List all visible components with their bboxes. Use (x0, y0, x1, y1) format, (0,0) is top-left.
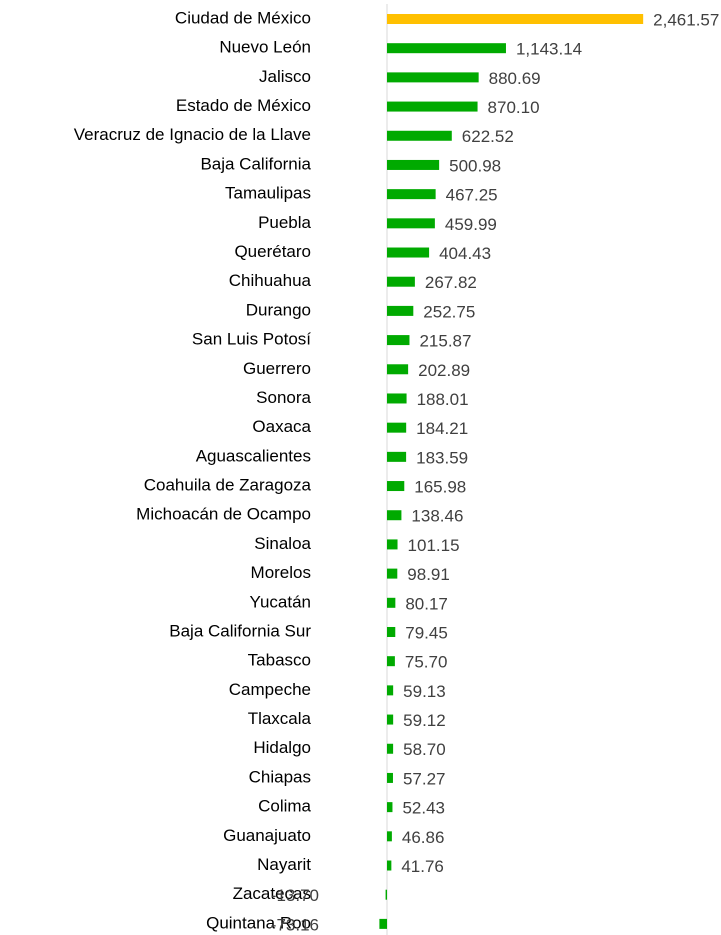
bar (387, 831, 392, 842)
bar (387, 451, 407, 462)
category-label: Chihuahua (229, 271, 312, 290)
bar (385, 889, 388, 900)
value-label: 202.89 (418, 361, 470, 380)
category-label: Jalisco (259, 67, 311, 86)
category-label: Querétaro (234, 242, 311, 261)
value-label: 404.43 (439, 244, 491, 263)
category-label: Oaxaca (252, 417, 311, 436)
bar (387, 626, 396, 637)
category-label: Chiapas (249, 767, 311, 786)
value-label: 184.21 (416, 419, 468, 438)
category-label: Durango (246, 300, 311, 319)
category-label: Puebla (258, 213, 311, 232)
bar (387, 72, 479, 83)
category-label: Nayarit (257, 855, 311, 874)
category-label: Morelos (251, 563, 311, 582)
category-label: San Luis Potosí (192, 330, 311, 349)
bar (387, 772, 393, 783)
category-label: Sonora (256, 388, 311, 407)
category-label: Aguascalientes (196, 446, 311, 465)
bar (387, 14, 644, 24)
value-label: 870.10 (488, 98, 540, 117)
bar (379, 918, 388, 929)
bar (387, 422, 407, 433)
bar (387, 597, 396, 608)
bar (387, 305, 414, 316)
category-label: Sinaloa (254, 534, 311, 553)
category-label: Guerrero (243, 359, 311, 378)
value-label: -13.70 (271, 886, 319, 905)
value-label: -73.16 (271, 915, 319, 934)
bar (387, 130, 452, 141)
value-label: 252.75 (423, 302, 475, 321)
value-label: 2,461.57 (653, 10, 719, 29)
value-label: 459.99 (445, 215, 497, 234)
category-label: Tamaulipas (225, 184, 311, 203)
bar (387, 481, 405, 492)
bar (387, 743, 394, 754)
value-label: 79.45 (405, 623, 448, 642)
category-label: Campeche (229, 680, 311, 699)
bar (387, 510, 402, 521)
category-label: Quintana Roo (206, 913, 311, 932)
value-label: 188.01 (417, 390, 469, 409)
value-label: 41.76 (401, 857, 444, 876)
category-label: Veracruz de Ignacio de la Llave (74, 125, 311, 144)
category-label: Colima (258, 797, 311, 816)
category-label: Michoacán de Ocampo (136, 505, 311, 524)
category-label: Tlaxcala (248, 709, 312, 728)
value-label: 165.98 (414, 478, 466, 497)
category-label: Nuevo León (219, 38, 311, 57)
value-label: 880.69 (489, 69, 541, 88)
category-label: Ciudad de México (175, 8, 311, 27)
value-label: 101.15 (408, 536, 460, 555)
bar (387, 860, 392, 871)
bar (387, 101, 478, 112)
value-label: 80.17 (405, 594, 448, 613)
category-label: Baja California Sur (169, 621, 311, 640)
value-label: 183.59 (416, 448, 468, 467)
bar (387, 43, 506, 54)
value-label: 622.52 (462, 127, 514, 146)
bar (387, 364, 409, 375)
category-label: Hidalgo (253, 738, 311, 757)
bar (387, 335, 410, 346)
value-label: 500.98 (449, 156, 501, 175)
bar (387, 568, 398, 579)
value-label: 138.46 (411, 507, 463, 526)
value-label: 75.70 (405, 653, 448, 672)
value-label: 467.25 (446, 186, 498, 205)
bar (387, 276, 415, 287)
bar (387, 539, 398, 550)
category-label: Estado de México (176, 96, 311, 115)
value-label: 1,143.14 (516, 40, 582, 59)
bar (387, 685, 394, 696)
category-label: Guanajuato (223, 826, 311, 845)
category-label: Zacatecas (233, 884, 311, 903)
value-label: 59.12 (403, 711, 446, 730)
value-label: 46.86 (402, 828, 445, 847)
value-label: 267.82 (425, 273, 477, 292)
bar (387, 159, 440, 170)
category-label: Coahuila de Zaragoza (144, 476, 312, 495)
value-label: 57.27 (403, 769, 446, 788)
value-label: 52.43 (402, 799, 445, 818)
category-label: Baja California (200, 154, 311, 173)
bar (387, 656, 395, 667)
bar (387, 714, 394, 725)
bar (387, 247, 430, 258)
bar (387, 393, 407, 404)
category-label: Tabasco (248, 651, 311, 670)
value-label: 58.70 (403, 740, 446, 759)
value-label: 98.91 (407, 565, 450, 584)
value-label: 59.13 (403, 682, 446, 701)
value-label: 215.87 (419, 332, 471, 351)
bar (387, 802, 393, 813)
bar (387, 218, 435, 229)
bar (387, 189, 436, 200)
category-label: Yucatán (250, 592, 311, 611)
